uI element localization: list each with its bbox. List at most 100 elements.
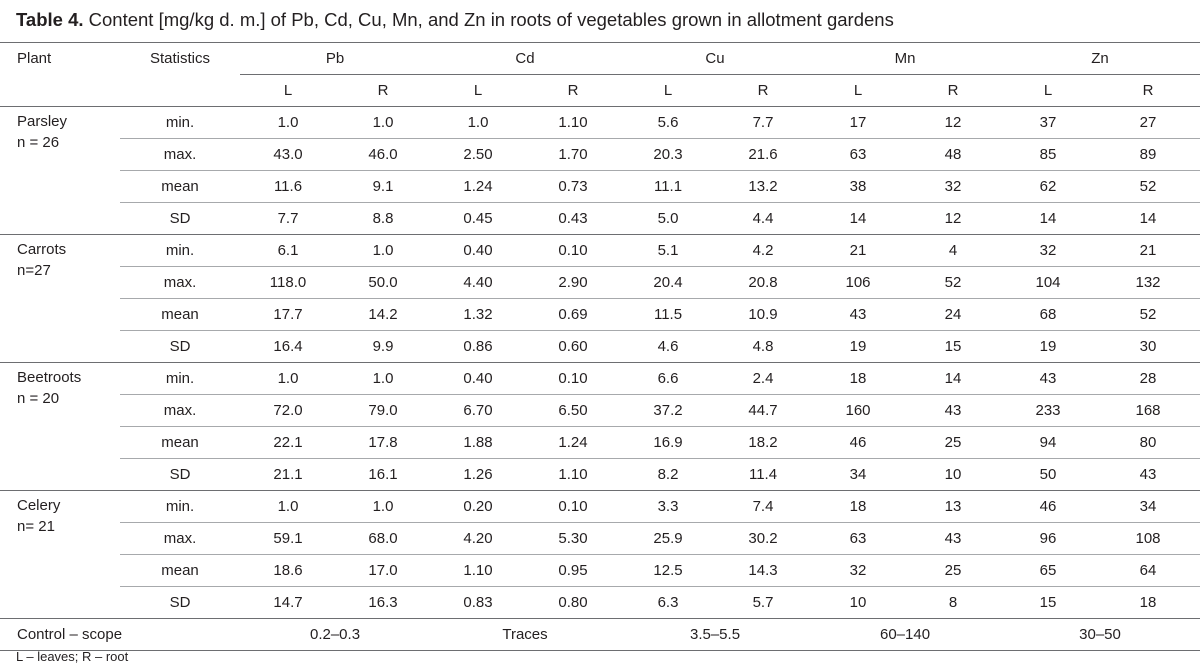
header-pb: Pb xyxy=(240,42,431,75)
table-body: Parsley n = 26 min. 1.0 1.0 1.0 1.10 5.6 7.7 17 12… xyxy=(0,107,1200,619)
value-cell: 64 xyxy=(1096,554,1200,587)
value-cell: 27 xyxy=(1139,114,1157,131)
table-row: SD 7.7 8.8 0.45 0.43 5.0 4.4 14 12 14 14 xyxy=(0,202,1200,235)
value-cell: 233 xyxy=(1000,394,1097,427)
value-cell: 43.0 xyxy=(240,138,336,171)
value-cell: 11.1 xyxy=(620,170,717,203)
value-cell: 1.0 xyxy=(336,490,431,523)
value-cell: 168 xyxy=(1096,394,1200,427)
value-cell: 37.2 xyxy=(620,394,717,427)
table-row: Celery n= 21 min. 1.0 1.0 0.20 0.10 3.3 7.4 18 13 4… xyxy=(0,490,1200,619)
value-cell: 1.0 xyxy=(336,234,431,267)
value-cell: 10.9 xyxy=(716,298,811,331)
value-cell: 1.10 xyxy=(558,114,588,131)
value-cell: 96 xyxy=(1000,522,1097,555)
table-row: mean 18.6 17.0 1.10 0.95 12.5 14.3 32 25 65 64 xyxy=(0,554,1200,587)
statistic-label: min. xyxy=(120,362,240,395)
value-cell: 34 xyxy=(1096,490,1200,523)
value-cell: 14 xyxy=(906,362,1001,395)
value-cell: 7.7 xyxy=(752,114,774,131)
value-cell: 18 xyxy=(810,490,907,523)
value-cell: 12 xyxy=(906,202,1001,235)
statistic-label: SD xyxy=(120,202,240,235)
plant-cell: Beetroots n = 20 xyxy=(0,362,120,491)
value-cell: 63 xyxy=(810,138,907,171)
value-cell: 0.95 xyxy=(526,554,621,587)
value-cell: 4.20 xyxy=(430,522,527,555)
value-cell: 0.73 xyxy=(526,170,621,203)
value-cell: 9.1 xyxy=(336,170,431,203)
header-statistics: Statistics xyxy=(120,42,240,75)
table-row: SD 16.4 9.9 0.86 0.60 4.6 4.8 19 15 19 30 xyxy=(0,330,1200,363)
table-row: mean 11.6 9.1 1.24 0.73 11.1 13.2 38 32 62 52 xyxy=(0,170,1200,203)
value-cell: 79.0 xyxy=(336,394,431,427)
value-cell: 43 xyxy=(906,522,1001,555)
plant-name: Parsley xyxy=(17,113,68,130)
value-cell: 1.0 xyxy=(372,114,394,131)
value-cell: 0.10 xyxy=(526,362,621,395)
value-cell: 2.90 xyxy=(526,266,621,299)
value-cell: 0.45 xyxy=(430,202,527,235)
value-cell: 80 xyxy=(1096,426,1200,459)
plant-name: Beetroots xyxy=(17,369,82,386)
value-cell: 7.7 xyxy=(240,202,336,235)
header-zn: Zn xyxy=(1000,42,1200,75)
value-cell: 13 xyxy=(906,490,1001,523)
value-cell: 14.3 xyxy=(716,554,811,587)
value-cell: 4.4 xyxy=(716,202,811,235)
control-value-cu: 3.5–5.5 xyxy=(620,618,811,651)
value-cell: 8 xyxy=(906,586,1001,619)
control-label: Control – scope xyxy=(0,618,240,651)
value-cell: 1.0 xyxy=(277,114,299,131)
value-cell: 12 xyxy=(944,114,962,131)
value-cell: 0.83 xyxy=(430,586,527,619)
value-cell: 1.10 xyxy=(430,554,527,587)
value-cell: 43 xyxy=(906,394,1001,427)
value-cell: 0.80 xyxy=(526,586,621,619)
value-cell: 0.60 xyxy=(526,330,621,363)
value-cell: 62 xyxy=(1000,170,1097,203)
table-row: max. 43.0 46.0 2.50 1.70 20.3 21.6 63 48 85 89 xyxy=(0,138,1200,171)
subheader-l: L xyxy=(810,74,907,107)
value-cell: 32 xyxy=(906,170,1001,203)
value-cell: 43 xyxy=(1000,362,1097,395)
plant-name: Carrots xyxy=(17,241,67,258)
subheader-r: R xyxy=(1096,74,1200,107)
value-cell: 20.3 xyxy=(620,138,717,171)
value-cell: 1.0 xyxy=(240,490,336,523)
value-cell: 18 xyxy=(1096,586,1200,619)
plant-sample-size: n = 26 xyxy=(17,134,60,151)
value-cell: 89 xyxy=(1096,138,1200,171)
value-cell: 6.1 xyxy=(240,234,336,267)
value-cell: 0.43 xyxy=(526,202,621,235)
value-cell: 18.6 xyxy=(240,554,336,587)
value-cell: 6.70 xyxy=(430,394,527,427)
value-cell: 0.10 xyxy=(526,490,621,523)
value-cell: 43 xyxy=(810,298,907,331)
table-title: Content [mg/kg d. m.] of Pb, Cd, Cu, Mn,… xyxy=(83,9,894,30)
header-mn: Mn xyxy=(810,42,1001,75)
header-cu: Cu xyxy=(620,42,811,75)
value-cell: 50 xyxy=(1000,458,1097,491)
value-cell: 20.4 xyxy=(620,266,717,299)
value-cell: 16.3 xyxy=(336,586,431,619)
value-cell: 19 xyxy=(1000,330,1097,363)
value-cell: 25 xyxy=(906,426,1001,459)
value-cell: 106 xyxy=(810,266,907,299)
statistic-label: max. xyxy=(120,522,240,555)
value-cell: 38 xyxy=(810,170,907,203)
value-cell: 5.30 xyxy=(526,522,621,555)
value-cell: 0.86 xyxy=(430,330,527,363)
statistic-label: min. xyxy=(120,490,240,523)
value-cell: 14 xyxy=(1096,202,1200,235)
value-cell: 8.2 xyxy=(620,458,717,491)
value-cell: 0.40 xyxy=(430,234,527,267)
value-cell: 21.6 xyxy=(716,138,811,171)
value-cell: 1.24 xyxy=(430,170,527,203)
statistic-label: mean xyxy=(120,426,240,459)
value-cell: 11.6 xyxy=(240,170,336,203)
value-cell: 19 xyxy=(810,330,907,363)
table-row: Beetroots n = 20 min. 1.0 1.0 0.40 0.10 6.6 2.4 1… xyxy=(0,362,1200,491)
value-cell: 20.8 xyxy=(716,266,811,299)
value-cell: 0.40 xyxy=(430,362,527,395)
